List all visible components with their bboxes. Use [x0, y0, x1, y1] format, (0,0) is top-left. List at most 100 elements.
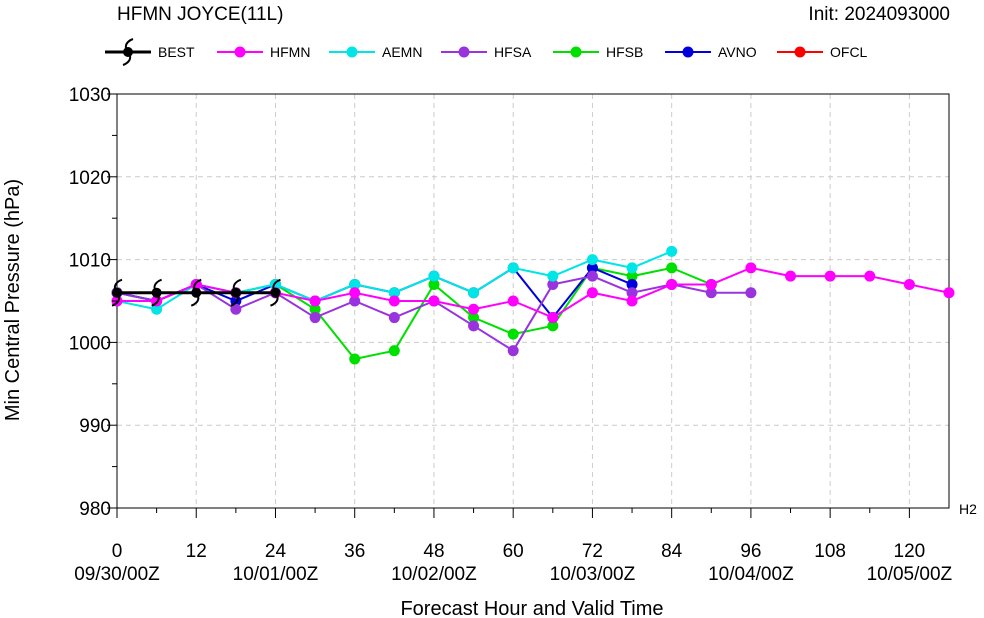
corner-label: H2 — [959, 501, 977, 517]
data-point-hfmn — [468, 303, 480, 315]
data-point-hfsa — [705, 287, 717, 299]
data-point-hfsb — [388, 345, 400, 357]
data-point-hfsb — [309, 303, 321, 315]
data-point-hfsb — [349, 353, 361, 365]
x-tick-label: 120 — [894, 541, 926, 562]
legend-item-best: BEST — [105, 38, 195, 66]
data-point-hfsa — [349, 295, 361, 307]
x-tick-label: 0 — [112, 541, 123, 562]
y-tick-label: 990 — [79, 416, 111, 437]
legend-label: AVNO — [718, 44, 757, 60]
y-tick-label: 1020 — [69, 168, 111, 189]
data-point-hfsa — [388, 312, 400, 324]
x-tick-label: 60 — [503, 541, 524, 562]
legend-dot-icon — [570, 46, 582, 58]
hurricane-marker — [270, 278, 281, 307]
data-point-hfmn — [785, 270, 797, 282]
data-point-hfmn — [666, 278, 678, 290]
data-point-aemn — [428, 270, 440, 282]
data-point-aemn — [349, 278, 361, 290]
hurricane-icon — [122, 38, 134, 66]
data-point-hfmn — [943, 287, 955, 299]
data-point-hfsb — [666, 262, 678, 274]
data-point-aemn — [388, 287, 400, 299]
legend-label: OFCL — [830, 44, 868, 60]
x-tick-label: 108 — [814, 541, 846, 562]
data-point-hfmn — [824, 270, 836, 282]
series-best — [111, 278, 281, 307]
legend-item-avno: AVNO — [665, 44, 757, 60]
data-point-aemn — [151, 303, 163, 315]
data-point-hfsb — [428, 278, 440, 290]
date-tick-label: 10/02/00Z — [391, 564, 477, 585]
data-point-hfsa — [468, 320, 480, 332]
data-point-aemn — [507, 262, 519, 274]
legend-label: HFSA — [494, 44, 532, 60]
data-point-hfsb — [507, 328, 519, 340]
data-point-hfmn — [309, 295, 321, 307]
init-time: Init: 2024093000 — [808, 4, 950, 25]
y-tick-label: 1000 — [69, 333, 111, 354]
hurricane-marker — [111, 278, 123, 307]
y-tick-label: 980 — [79, 499, 111, 520]
y-axis-label: Min Central Pressure (hPa) — [2, 179, 24, 421]
legend-item-aemn: AEMN — [329, 44, 422, 60]
data-point-hfsa — [507, 345, 519, 357]
data-point-aemn — [626, 262, 638, 274]
data-point-hfmn — [388, 295, 400, 307]
data-point-hfsb — [626, 270, 638, 282]
chart-title: HFMN JOYCE(11L) — [117, 4, 283, 25]
data-point-hfmn — [705, 278, 717, 290]
date-tick-label: 10/04/00Z — [708, 564, 794, 585]
data-point-hfmn — [428, 295, 440, 307]
date-tick-label: 09/30/00Z — [74, 564, 160, 585]
legend-label: HFMN — [270, 44, 310, 60]
legend-dot-icon — [682, 46, 694, 58]
data-point-hfsa — [230, 303, 242, 315]
data-point-hfsa — [626, 287, 638, 299]
legend-item-hfmn: HFMN — [217, 44, 310, 60]
series-hfsb — [111, 262, 717, 365]
legend-item-ofcl: OFCL — [777, 44, 868, 60]
legend-dot-icon — [458, 46, 470, 58]
data-point-hfmn — [903, 278, 915, 290]
data-point-avno — [626, 278, 638, 290]
legend-dot-icon — [346, 46, 358, 58]
data-point-hfsa — [547, 278, 559, 290]
series-layer — [111, 245, 955, 365]
legend-label: AEMN — [382, 44, 422, 60]
data-point-hfsa — [586, 270, 598, 282]
date-tick-label: 10/03/00Z — [550, 564, 636, 585]
data-point-hfmn — [626, 295, 638, 307]
x-tick-label: 72 — [582, 541, 603, 562]
x-tick-label: 48 — [423, 541, 444, 562]
data-point-aemn — [468, 287, 480, 299]
data-point-aemn — [666, 245, 678, 257]
data-point-hfmn — [586, 287, 598, 299]
hurricane-marker — [151, 278, 162, 307]
data-point-aemn — [547, 270, 559, 282]
hurricane-marker — [230, 278, 242, 307]
data-point-hfsb — [547, 320, 559, 332]
date-tick-label: 10/05/00Z — [867, 564, 953, 585]
data-point-hfmn — [547, 312, 559, 324]
x-axis-label: Forecast Hour and Valid Time — [400, 598, 663, 618]
x-tick-label: 24 — [265, 541, 287, 562]
y-tick-label: 1030 — [69, 85, 111, 106]
series-line-hfsb — [116, 266, 712, 361]
data-point-hfsb — [468, 312, 480, 324]
x-tick-label: 84 — [661, 541, 683, 562]
axes-layer: 0 12 24 36 48 60 72 84 96 108 120 09/30/00Z 10/01/00… — [69, 85, 953, 585]
legend-item-hfsb: HFSB — [553, 44, 643, 60]
legend-label: HFSB — [606, 44, 643, 60]
legend-dot-icon — [234, 46, 246, 58]
x-tick-label: 12 — [186, 541, 207, 562]
legend-dot-icon — [794, 46, 806, 58]
data-point-aemn — [586, 254, 598, 266]
legend-label: BEST — [158, 44, 195, 60]
data-point-hfmn — [864, 270, 876, 282]
data-point-hfmn — [745, 262, 757, 274]
data-point-hfmn — [349, 287, 361, 299]
data-point-avno — [586, 262, 598, 274]
legend-item-hfsa: HFSA — [441, 44, 532, 60]
